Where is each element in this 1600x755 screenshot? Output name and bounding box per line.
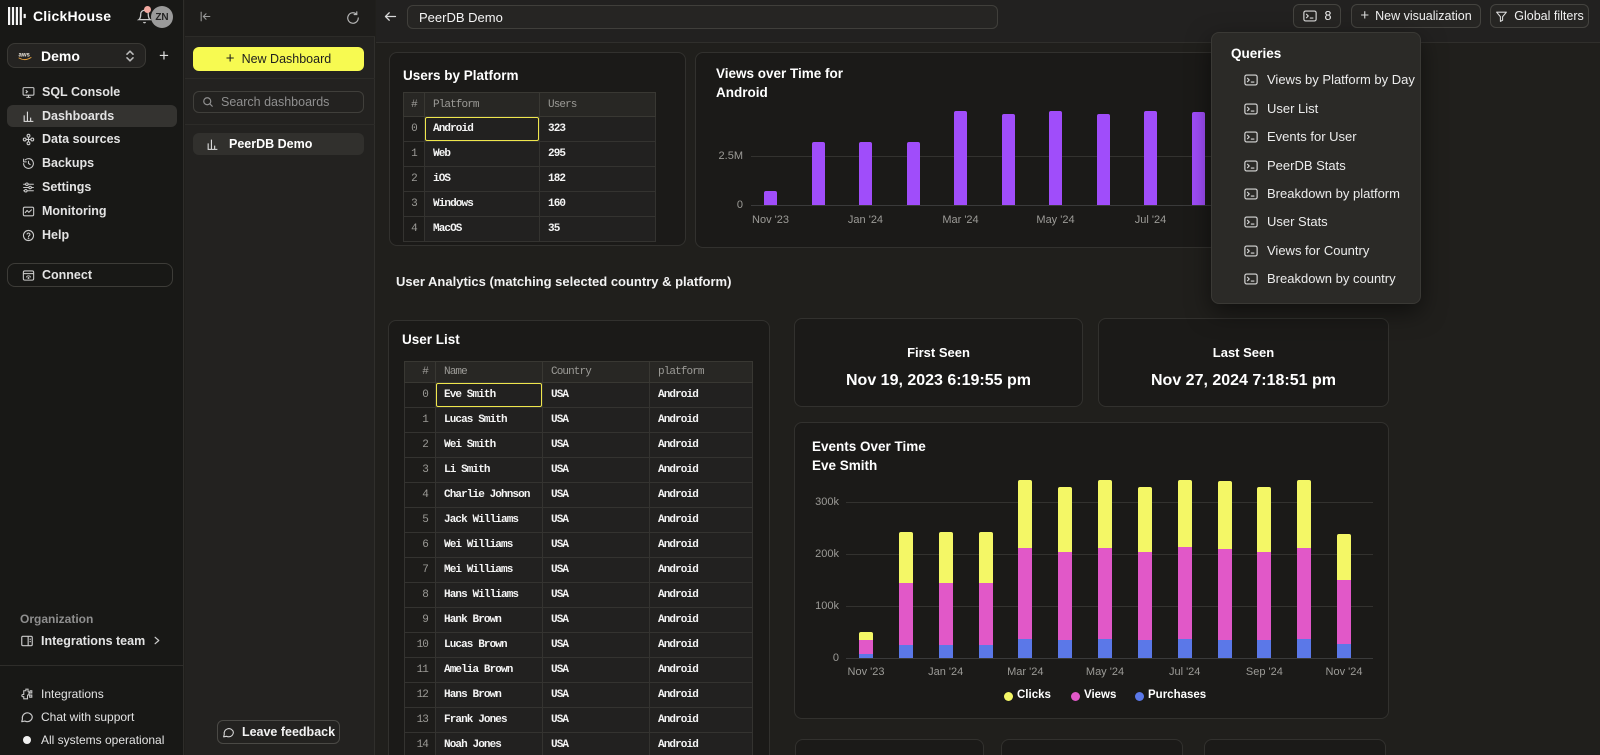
svg-text:aws: aws <box>19 52 31 58</box>
